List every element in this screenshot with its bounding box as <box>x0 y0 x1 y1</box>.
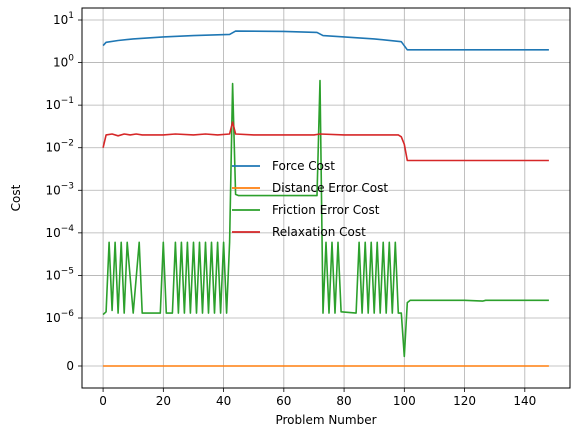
x-tick-label: 140 <box>513 394 536 408</box>
x-tick-label: 40 <box>216 394 231 408</box>
series-lines <box>102 30 549 367</box>
x-tick-label: 60 <box>276 394 291 408</box>
legend: Force Cost Distance Error Cost Friction Er… <box>232 159 388 239</box>
y-tick-label: 101 <box>53 11 74 27</box>
y-tick-label: 10−2 <box>45 139 74 155</box>
series-line-relaxation-cost <box>102 121 549 162</box>
y-tick-label: 10−5 <box>45 266 74 282</box>
y-axis-label: Cost <box>9 184 23 211</box>
legend-label: Distance Error Cost <box>272 181 388 195</box>
legend-label: Relaxation Cost <box>272 225 366 239</box>
x-tick-label: 100 <box>393 394 416 408</box>
legend-label: Friction Error Cost <box>272 203 380 217</box>
x-tick-label: 80 <box>336 394 351 408</box>
y-tick-label: 0 <box>66 359 74 373</box>
y-tick-label: 10−3 <box>45 181 74 197</box>
grid <box>82 8 570 388</box>
y-tick-label: 100 <box>53 54 74 70</box>
x-tick-label: 0 <box>99 394 107 408</box>
axes-frame <box>81 7 571 389</box>
y-tick-label: 10−4 <box>45 224 74 240</box>
x-tick-label: 20 <box>156 394 171 408</box>
y-tick-label: 10−1 <box>45 96 74 112</box>
legend-label: Force Cost <box>272 159 335 173</box>
y-tick-label: 10−6 <box>45 309 74 325</box>
x-tick-label: 120 <box>453 394 476 408</box>
series-line-force-cost <box>102 30 549 51</box>
x-axis-label: Problem Number <box>275 413 376 427</box>
series-line-friction-error-cost <box>102 79 549 358</box>
